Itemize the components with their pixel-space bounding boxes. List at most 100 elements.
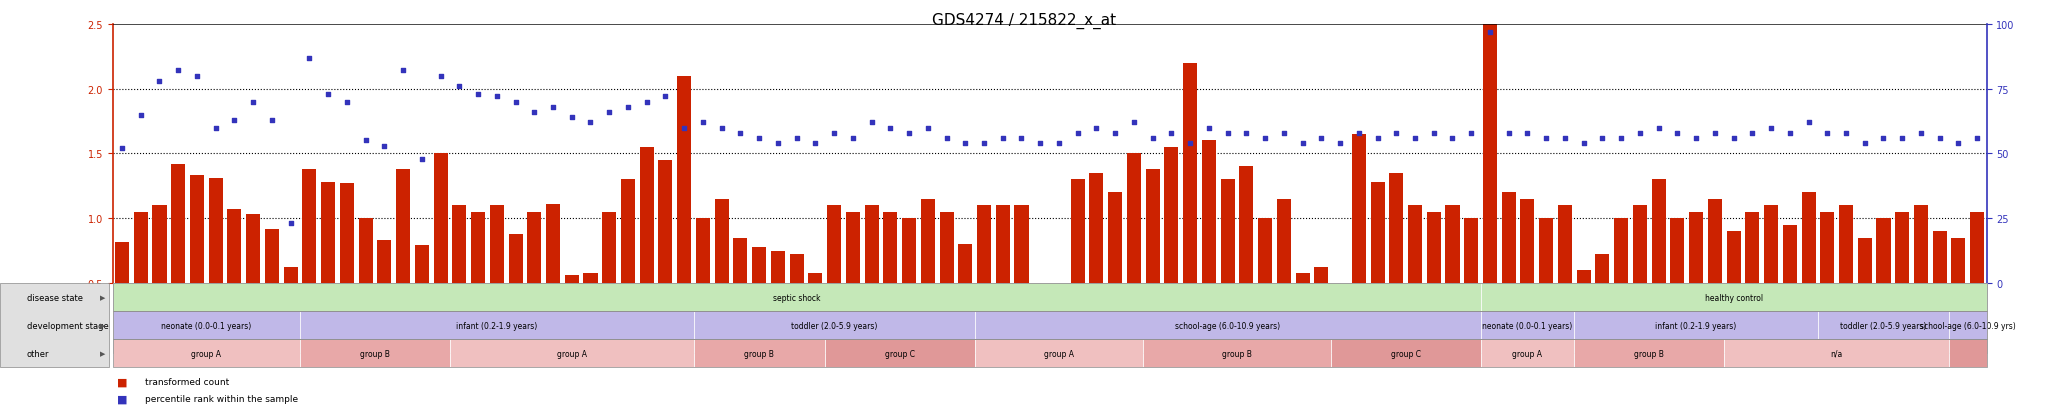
Text: transformed count: transformed count bbox=[145, 377, 229, 387]
Point bbox=[631, 99, 664, 106]
Point bbox=[1268, 130, 1300, 137]
Bar bbox=[1315, 268, 1329, 283]
Point bbox=[461, 91, 494, 98]
Point bbox=[442, 83, 475, 90]
Bar bbox=[733, 238, 748, 283]
Bar bbox=[639, 147, 653, 283]
Bar bbox=[901, 219, 915, 283]
Bar bbox=[1202, 141, 1217, 283]
Bar bbox=[1520, 199, 1534, 283]
Point bbox=[705, 125, 737, 131]
Point bbox=[780, 135, 813, 142]
Point bbox=[1624, 130, 1657, 137]
Bar bbox=[152, 206, 166, 283]
Bar bbox=[977, 206, 991, 283]
Point bbox=[217, 117, 250, 124]
Bar bbox=[303, 170, 317, 283]
Point bbox=[238, 99, 270, 106]
Bar bbox=[1595, 255, 1610, 283]
Point bbox=[1737, 130, 1769, 137]
Bar bbox=[958, 244, 973, 283]
Point bbox=[199, 125, 231, 131]
Bar bbox=[246, 215, 260, 283]
Point bbox=[1231, 130, 1264, 137]
Bar bbox=[565, 275, 580, 283]
Point bbox=[1417, 130, 1450, 137]
Point bbox=[1923, 135, 1956, 142]
Bar bbox=[1651, 180, 1665, 283]
Point bbox=[293, 55, 326, 62]
Text: school-age (6.0-10.9 yrs): school-age (6.0-10.9 yrs) bbox=[1919, 321, 2015, 330]
Bar bbox=[1184, 64, 1198, 283]
Text: ▶: ▶ bbox=[100, 351, 104, 356]
Bar bbox=[1352, 135, 1366, 283]
Point bbox=[1810, 130, 1843, 137]
Point bbox=[1061, 130, 1094, 137]
Point bbox=[1530, 135, 1563, 142]
Text: neonate (0.0-0.1 years): neonate (0.0-0.1 years) bbox=[1483, 321, 1573, 330]
Bar bbox=[1915, 206, 1927, 283]
Point bbox=[1849, 140, 1882, 147]
Point bbox=[1886, 135, 1919, 142]
Point bbox=[406, 156, 438, 163]
Bar bbox=[1126, 154, 1141, 283]
Point bbox=[1042, 140, 1075, 147]
Text: ▶: ▶ bbox=[100, 323, 104, 328]
Point bbox=[987, 135, 1020, 142]
Point bbox=[1118, 120, 1151, 126]
Bar bbox=[678, 76, 692, 283]
Point bbox=[893, 130, 926, 137]
Bar bbox=[1296, 273, 1309, 283]
Bar bbox=[602, 212, 616, 283]
Bar bbox=[1876, 219, 1890, 283]
Point bbox=[1174, 140, 1206, 147]
Point bbox=[1511, 130, 1544, 137]
Text: group B: group B bbox=[360, 349, 389, 358]
Point bbox=[1606, 135, 1638, 142]
Bar bbox=[1614, 219, 1628, 283]
Bar bbox=[209, 178, 223, 283]
Bar bbox=[395, 170, 410, 283]
Point bbox=[817, 130, 850, 137]
Bar bbox=[1221, 180, 1235, 283]
Point bbox=[1079, 125, 1112, 131]
Bar bbox=[1726, 232, 1741, 283]
Bar bbox=[1370, 183, 1384, 283]
Point bbox=[162, 68, 195, 75]
Bar bbox=[1032, 283, 1047, 309]
Point bbox=[1323, 140, 1356, 147]
Point bbox=[1475, 29, 1507, 36]
Point bbox=[350, 138, 383, 145]
Point bbox=[180, 73, 213, 80]
Bar bbox=[453, 206, 467, 283]
Point bbox=[1454, 130, 1487, 137]
Text: ■: ■ bbox=[117, 394, 127, 404]
Text: group C: group C bbox=[885, 349, 915, 358]
Point bbox=[256, 117, 289, 124]
Bar bbox=[526, 212, 541, 283]
Text: disease state: disease state bbox=[27, 293, 82, 302]
Bar bbox=[1839, 206, 1853, 283]
Bar bbox=[883, 212, 897, 283]
Point bbox=[1024, 140, 1057, 147]
Bar bbox=[1239, 167, 1253, 283]
Point bbox=[612, 104, 645, 111]
Point bbox=[668, 125, 700, 131]
Bar bbox=[791, 255, 803, 283]
Point bbox=[856, 120, 889, 126]
Point bbox=[1716, 135, 1749, 142]
Point bbox=[1661, 130, 1694, 137]
Bar bbox=[1501, 193, 1516, 283]
Bar bbox=[1333, 283, 1348, 316]
Text: infant (0.2-1.9 years): infant (0.2-1.9 years) bbox=[1655, 321, 1737, 330]
Bar bbox=[1632, 206, 1647, 283]
Text: ■: ■ bbox=[117, 377, 127, 387]
Bar bbox=[1108, 193, 1122, 283]
Point bbox=[874, 125, 907, 131]
Bar bbox=[1577, 271, 1591, 283]
Point bbox=[592, 109, 625, 116]
Point bbox=[274, 221, 307, 227]
Bar bbox=[1745, 212, 1759, 283]
Bar bbox=[1145, 170, 1159, 283]
Bar bbox=[172, 164, 184, 283]
